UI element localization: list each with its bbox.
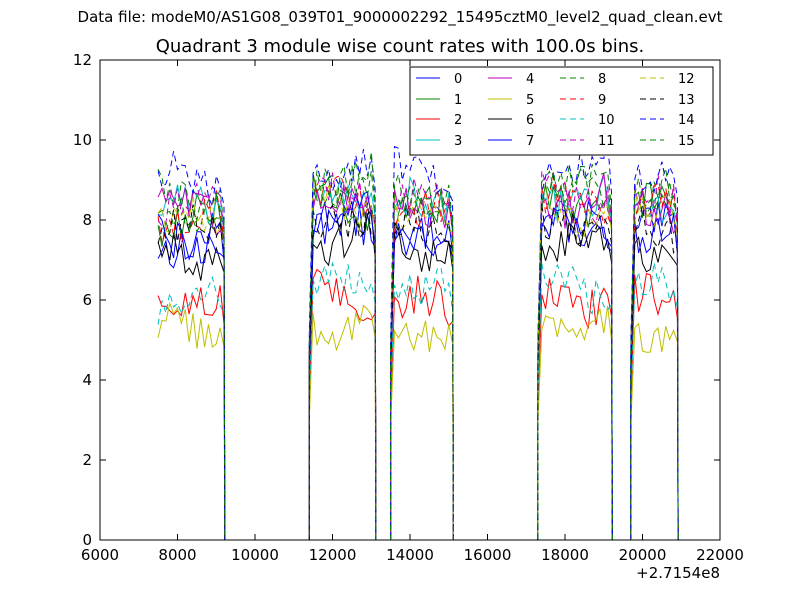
series-line-5 [157, 301, 679, 541]
legend-label-9: 9 [598, 93, 606, 108]
legend-label-11: 11 [598, 134, 615, 149]
legend-label-6: 6 [526, 113, 534, 128]
series-line-6 [157, 209, 679, 541]
legend-label-12: 12 [678, 72, 695, 87]
legend-label-7: 7 [526, 134, 534, 149]
y-tick-label: 8 [82, 211, 92, 229]
y-tick-label: 12 [73, 51, 92, 69]
legend-label-2: 2 [454, 113, 462, 128]
x-tick-label: 8000 [158, 546, 196, 564]
series-line-7 [157, 191, 679, 541]
legend-label-8: 8 [598, 72, 606, 87]
x-offset-label: +2.7154e8 [636, 564, 720, 582]
series-line-12 [157, 179, 679, 541]
legend-label-3: 3 [454, 134, 462, 149]
legend-label-1: 1 [454, 93, 462, 108]
x-tick-label: 10000 [231, 546, 279, 564]
figure-suptitle: Data file: modeM0/AS1G08_039T01_90000022… [77, 8, 723, 26]
y-tick-label: 6 [82, 291, 92, 309]
series-line-8 [157, 165, 679, 541]
y-tick-label: 0 [82, 531, 92, 549]
series-line-15 [157, 151, 679, 541]
x-tick-label: 22000 [696, 546, 744, 564]
chart-title: Quadrant 3 module wise count rates with … [155, 36, 645, 57]
ticks-layer: 6000 8000 10000 12000 14000 16000 18000 20000 22… [73, 51, 744, 564]
legend-label-0: 0 [454, 72, 462, 87]
legend-label-4: 4 [526, 72, 534, 87]
series-line-10 [157, 261, 679, 541]
series-line-11 [157, 170, 679, 541]
series-layer [157, 140, 679, 541]
series-line-14 [157, 140, 679, 541]
x-tick-label: 20000 [619, 546, 667, 564]
x-tick-label: 6000 [81, 546, 119, 564]
y-tick-label: 10 [73, 131, 92, 149]
legend-label-5: 5 [526, 93, 534, 108]
x-tick-label: 14000 [386, 546, 434, 564]
x-tick-label: 12000 [309, 546, 357, 564]
y-tick-label: 2 [82, 451, 92, 469]
legend-label-14: 14 [678, 113, 695, 128]
x-tick-label: 18000 [541, 546, 589, 564]
legend-label-15: 15 [678, 134, 695, 149]
y-tick-label: 4 [82, 371, 92, 389]
legend-label-10: 10 [598, 113, 615, 128]
x-tick-label: 16000 [464, 546, 512, 564]
legend-label-13: 13 [678, 93, 695, 108]
